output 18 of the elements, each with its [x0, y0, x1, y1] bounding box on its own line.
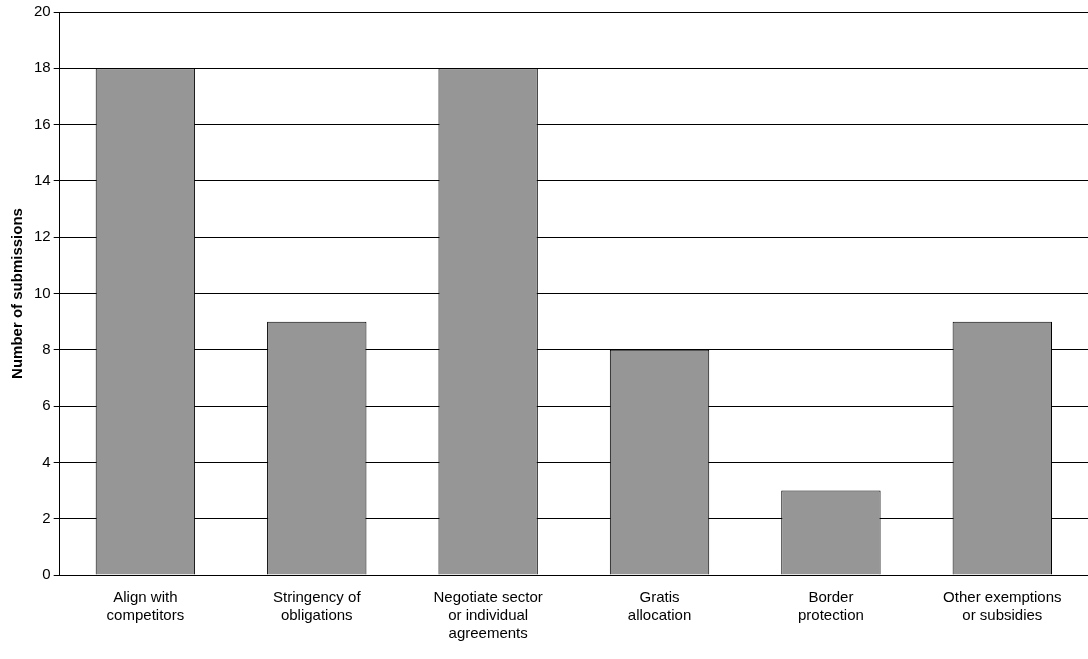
y-tick-label: 4 — [42, 452, 51, 470]
x-tick-label: Stringency of obligations — [272, 588, 362, 624]
x-tick-label: Negotiate sector or individual agreements — [433, 588, 543, 642]
y-tick-label: 2 — [42, 508, 51, 526]
y-axis-title: Number of submissions — [8, 208, 26, 379]
x-tick-label: Border protection — [797, 588, 864, 624]
y-tick-label: 18 — [34, 58, 51, 76]
y-tick-label: 12 — [34, 227, 51, 245]
y-tick-label: 16 — [34, 114, 51, 132]
y-tick-label: 20 — [34, 2, 51, 20]
x-tick-label: Other exemptions or subsidies — [943, 588, 1062, 624]
x-tick-label: Gratis allocation — [627, 588, 692, 624]
y-tick-label: 6 — [42, 396, 51, 414]
y-tick-label: 8 — [42, 339, 51, 357]
x-tick-label: Align with competitors — [106, 588, 185, 624]
y-tick-label: 10 — [34, 283, 51, 301]
y-tick-label: 0 — [42, 565, 51, 583]
y-tick-label: 14 — [34, 171, 51, 189]
